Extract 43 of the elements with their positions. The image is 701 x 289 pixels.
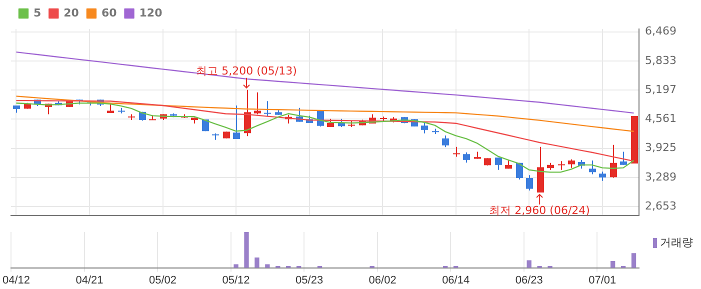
candlestick xyxy=(558,160,565,170)
candlestick xyxy=(421,122,428,134)
candlestick xyxy=(589,160,596,175)
legend-label: 5 xyxy=(34,6,42,20)
legend-label: 20 xyxy=(64,6,80,20)
legend-label: 120 xyxy=(139,6,163,20)
x-tick-label: 06/02 xyxy=(368,274,396,286)
candlestick xyxy=(453,146,460,158)
candlestick xyxy=(526,174,533,192)
y-tick-label: 6,469 xyxy=(645,24,676,38)
x-tick-label: 05/12 xyxy=(222,274,250,286)
y-tick-label: 3,289 xyxy=(645,170,676,184)
annotation: 최고 5,200 (05/13) xyxy=(196,64,297,78)
annotation: 최저 2,960 (06/24) xyxy=(489,204,590,217)
x-tick-label: 04/21 xyxy=(76,274,104,286)
y-tick-label: 2,653 xyxy=(645,199,676,212)
y-tick-label: 3,925 xyxy=(645,141,676,154)
bar xyxy=(244,232,249,268)
bar xyxy=(254,257,260,268)
candlestick xyxy=(620,151,627,166)
candlestick xyxy=(463,152,470,164)
candlestick xyxy=(442,134,449,148)
bar xyxy=(610,261,616,268)
candlestick xyxy=(495,157,502,170)
y-tick-label: 5,197 xyxy=(645,82,676,96)
legend-label: 60 xyxy=(101,6,118,20)
candlestick xyxy=(264,100,271,118)
bar xyxy=(265,264,270,268)
x-tick-label: 07/01 xyxy=(588,274,616,286)
x-tick-label: 05/23 xyxy=(296,274,324,286)
candlestick xyxy=(233,104,240,140)
bar xyxy=(234,264,238,268)
bar xyxy=(526,260,532,268)
x-tick-label: 06/23 xyxy=(515,274,543,286)
candlestick xyxy=(599,171,606,182)
y-tick-label: 4,561 xyxy=(645,112,676,126)
legend-label: 거래량 xyxy=(660,236,693,249)
x-tick-label: 05/02 xyxy=(149,274,177,286)
bar xyxy=(631,253,636,268)
x-tick-label: 04/12 xyxy=(2,274,30,286)
y-tick-label: 5,833 xyxy=(645,54,676,67)
x-tick-label: 06/14 xyxy=(442,274,470,286)
candlestick xyxy=(254,92,261,115)
